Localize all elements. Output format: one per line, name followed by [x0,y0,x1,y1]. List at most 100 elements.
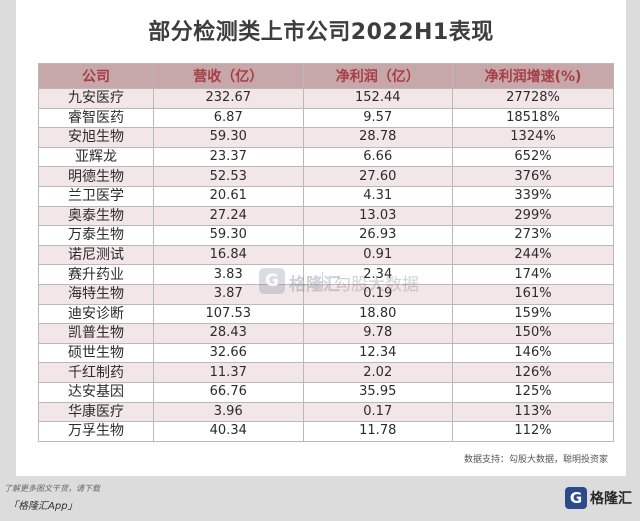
cell-net-profit: 9.57 [302,107,453,129]
table-row: 亚辉龙 23.37 6.66 652% [38,146,614,168]
table-row: 诺尼测试 16.84 0.91 244% [38,244,614,266]
cell-company: 奥泰生物 [38,205,154,227]
cell-revenue: 20.61 [153,185,304,207]
cell-net-profit: 2.02 [302,362,453,383]
cell-revenue: 23.37 [153,146,304,168]
table-row: 达安基因 66.76 35.95 125% [38,381,614,403]
cell-net-profit: 18.80 [302,303,453,325]
cell-company: 睿智医药 [38,107,154,129]
cell-company: 迪安诊断 [38,303,154,325]
table-row: 凯普生物 28.43 9.78 150% [38,323,614,344]
cell-revenue: 66.76 [153,381,304,403]
watermark-brand: 格隆汇 [289,275,340,295]
cell-growth: 652% [452,146,614,168]
watermark-logo-icon: G [259,268,285,294]
table-row: 万泰生物 59.30 26.93 273% [38,225,614,246]
footer-logo: G 格隆汇 [565,487,632,509]
cell-growth: 113% [452,401,614,423]
cell-growth: 159% [452,303,614,325]
cell-revenue: 107.53 [153,303,304,325]
table-row: 千红制药 11.37 2.02 126% [38,362,614,383]
cell-revenue: 28.43 [153,323,304,344]
cell-company: 万泰生物 [38,225,154,246]
cell-net-profit: 28.78 [302,127,453,148]
table-row: 安旭生物 59.30 28.78 1324% [38,127,614,148]
cell-net-profit: 4.31 [302,185,453,207]
cell-net-profit: 26.93 [302,225,453,246]
table-row: 奥泰生物 27.24 13.03 299% [38,205,614,227]
cell-revenue: 3.83 [153,264,304,285]
cell-growth: 18518% [452,107,614,129]
cell-revenue: 6.87 [153,107,304,129]
cell-growth: 161% [452,283,614,305]
cell-growth: 244% [452,244,614,266]
cell-revenue: 3.87 [153,283,304,305]
cell-company: 凯普生物 [38,323,154,344]
cell-company: 硕世生物 [38,342,154,364]
cell-revenue: 3.96 [153,401,304,423]
table-row: 万孚生物 40.34 11.78 112% [38,421,614,442]
cell-growth: 125% [452,381,614,403]
cell-growth: 112% [452,421,614,442]
watermark-sub: 勾股大数据 [334,275,419,295]
table-row: 迪安诊断 107.53 18.80 159% [38,303,614,325]
cell-revenue: 11.37 [153,362,304,383]
report-card: 部分检测类上市公司2022H1表现 公司 营收（亿） 净利润（亿） 净利润增速(… [16,0,626,476]
cell-revenue: 59.30 [153,225,304,246]
page-title: 部分检测类上市公司2022H1表现 [148,20,494,45]
cell-revenue: 16.84 [153,244,304,266]
table-row: 硕世生物 32.66 12.34 146% [38,342,614,364]
cell-growth: 27728% [452,88,614,109]
cell-revenue: 40.34 [153,421,304,442]
cell-net-profit: 12.34 [302,342,453,364]
table-header-row: 公司 营收（亿） 净利润（亿） 净利润增速(%) [38,63,614,89]
cell-growth: 376% [452,166,614,187]
cell-net-profit: 152.44 [302,88,453,109]
cell-company: 诺尼测试 [38,244,154,266]
cell-net-profit: 0.91 [302,244,453,266]
cell-net-profit: 13.03 [302,205,453,227]
cell-net-profit: 9.78 [302,323,453,344]
cell-company: 九安医疗 [38,88,154,109]
cell-net-profit: 35.95 [302,381,453,403]
cell-growth: 339% [452,185,614,207]
cell-revenue: 52.53 [153,166,304,187]
cell-growth: 1324% [452,127,614,148]
cell-net-profit: 11.78 [302,421,453,442]
cell-company: 明德生物 [38,166,154,187]
footer-app-name[interactable]: 「格隆汇App」 [8,501,78,512]
table-row: 赛升药业 3.83 2.34 174% [38,264,614,285]
cell-growth: 273% [452,225,614,246]
cell-growth: 146% [452,342,614,364]
column-header-company: 公司 [38,63,154,89]
cell-net-profit: 0.19 [302,283,453,305]
cell-growth: 126% [452,362,614,383]
cell-net-profit: 27.60 [302,166,453,187]
company-performance-table: 公司 营收（亿） 净利润（亿） 净利润增速(%) 九安医疗 232.67 152.4… [38,63,614,442]
table-row: 华康医疗 3.96 0.17 113% [38,401,614,423]
cell-net-profit: 0.17 [302,401,453,423]
table-row: 睿智医药 6.87 9.57 18518% [38,107,614,129]
cell-company: 兰卫医学 [38,185,154,207]
cell-revenue: 27.24 [153,205,304,227]
table-row: 兰卫医学 20.61 4.31 339% [38,185,614,207]
column-header-net-profit: 净利润（亿） [302,63,453,89]
cell-growth: 174% [452,264,614,285]
column-header-revenue: 营收（亿） [153,63,304,89]
cell-company: 华康医疗 [38,401,154,423]
cell-company: 安旭生物 [38,127,154,148]
cell-company: 赛升药业 [38,264,154,285]
table-row: 九安医疗 232.67 152.44 27728% [38,88,614,109]
cell-company: 万孚生物 [38,421,154,442]
cell-growth: 150% [452,323,614,344]
data-source-note: 数据支持：勾股大数据，聪明投资家 [463,455,608,465]
cell-company: 亚辉龙 [38,146,154,168]
cell-net-profit: 6.66 [302,146,453,168]
cell-revenue: 59.30 [153,127,304,148]
cell-company: 海特生物 [38,283,154,305]
cell-growth: 299% [452,205,614,227]
cell-company: 达安基因 [38,381,154,403]
watermark-divider [322,272,323,290]
footer-prompt: 了解更多图文干货，请下载 [4,484,100,493]
table-row: 明德生物 52.53 27.60 376% [38,166,614,187]
